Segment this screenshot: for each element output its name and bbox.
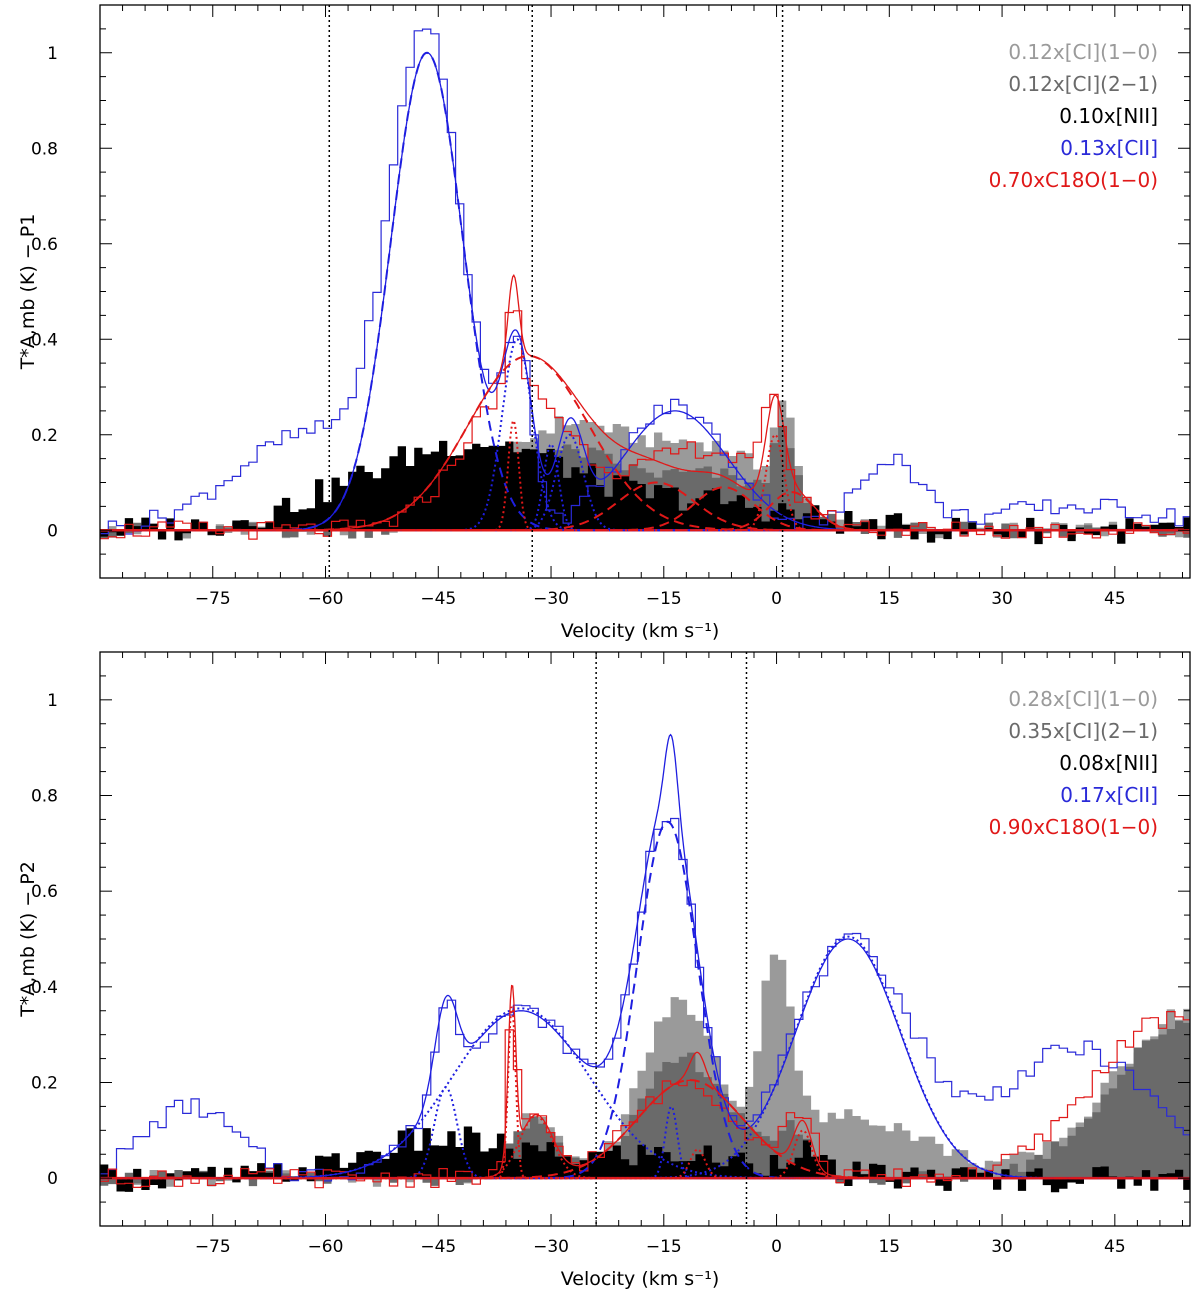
series-5 <box>100 1011 1190 1189</box>
legend-entry: 0.10x[NII] <box>1059 104 1158 128</box>
series-4 <box>100 28 1190 535</box>
x-axis-label: Velocity (km s⁻¹) <box>561 1268 720 1290</box>
x-tick-label: 30 <box>991 1237 1013 1257</box>
legend-entry: 0.12x[CI](2−1) <box>1008 72 1158 96</box>
x-tick-label: 0 <box>771 1237 782 1257</box>
x-tick-label: 15 <box>878 589 900 609</box>
x-tick-label: 30 <box>991 589 1013 609</box>
legend-entry: 0.13x[CII] <box>1060 136 1158 160</box>
series-2 <box>100 427 1190 539</box>
x-tick-label: −75 <box>195 1237 231 1257</box>
legend-entry: 0.70xC18O(1−0) <box>989 168 1158 192</box>
plot-area <box>100 652 1190 1226</box>
y-axis-label: T*A,mb (K) − P2 <box>17 861 39 1018</box>
legend-entry: 0.35x[CI](2−1) <box>1008 719 1158 743</box>
series-2 <box>100 1021 1190 1187</box>
y-tick-label: 0.6 <box>31 882 58 902</box>
y-tick-label: 0.2 <box>31 1074 58 1094</box>
y-tick-label: 1 <box>47 44 58 64</box>
x-tick-label: 45 <box>1104 589 1126 609</box>
x-tick-label: −60 <box>308 1237 344 1257</box>
x-axis-label: Velocity (km s⁻¹) <box>561 620 720 642</box>
x-tick-label: 45 <box>1104 1237 1126 1257</box>
panel-1: −75 −60 −45 −30 −15 0 15 30 45 0 0.2 0.4 0.6 0.8 1 Velo… <box>17 4 1191 642</box>
series-3 <box>100 1126 1190 1193</box>
series-5 <box>100 310 1190 540</box>
series-3 <box>100 440 1190 545</box>
y-tick-label: 0.2 <box>31 426 58 446</box>
y-tick-label: 0.8 <box>31 139 58 159</box>
y-tick-label: 0 <box>47 521 58 541</box>
x-tick-label: −60 <box>308 589 344 609</box>
legend-entry: 0.90xC18O(1−0) <box>989 815 1158 839</box>
x-tick-label: −75 <box>195 589 231 609</box>
x-tick-label: 0 <box>771 589 782 609</box>
legend-entry: 0.17x[CII] <box>1060 783 1158 807</box>
y-tick-label: 0.4 <box>31 978 58 998</box>
fit-12 <box>100 1129 1190 1180</box>
legend-entry: 0.12x[CI](1−0) <box>1008 40 1158 64</box>
x-tick-label: −45 <box>420 589 456 609</box>
plot-area <box>100 5 1190 578</box>
panel-2: −75 −60 −45 −30 −15 0 15 30 45 0 0.2 0.4 0.6 0.8 1 Velo… <box>17 651 1191 1290</box>
x-tick-label: 15 <box>878 1237 900 1257</box>
y-axis-label: T*A,mb (K) − P1 <box>17 214 39 371</box>
fit-12 <box>100 433 1190 532</box>
x-tick-label: −30 <box>533 589 569 609</box>
x-tick-label: −45 <box>420 1237 456 1257</box>
y-tick-label: 0.8 <box>31 787 58 807</box>
y-tick-label: 0.4 <box>31 330 58 350</box>
y-tick-label: 0 <box>47 1169 58 1189</box>
x-tick-label: −15 <box>646 589 682 609</box>
legend-entry: 0.08x[NII] <box>1059 751 1158 775</box>
x-tick-label: −15 <box>646 1237 682 1257</box>
y-tick-label: 0.6 <box>31 235 58 255</box>
y-tick-label: 1 <box>47 691 58 711</box>
x-tick-label: −30 <box>533 1237 569 1257</box>
legend-entry: 0.28x[CI](1−0) <box>1008 687 1158 711</box>
